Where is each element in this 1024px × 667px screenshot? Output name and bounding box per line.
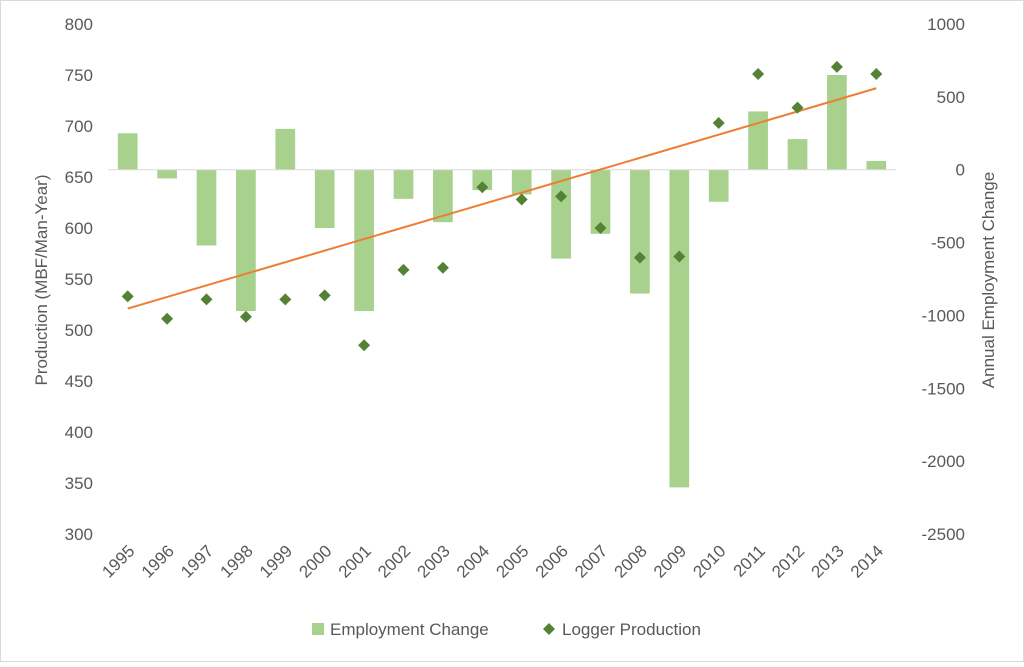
bar-employment-change-2001	[354, 169, 374, 312]
y-axis-right-label: Annual Employment Change	[979, 172, 998, 388]
point-logger-production-2004	[476, 181, 489, 194]
bar-employment-change-1999	[275, 128, 296, 170]
legend-label-employment-change: Employment Change	[330, 620, 489, 639]
bar-employment-change-2005	[511, 169, 532, 195]
point-logger-production-2013	[830, 60, 843, 73]
y-right-tick-label: -1500	[922, 379, 965, 398]
y-left-tick-label: 450	[65, 372, 93, 391]
y-right-tick-label: -1000	[922, 306, 965, 325]
y-left-tick-label: 650	[65, 168, 93, 187]
bar-employment-change-2014	[866, 160, 887, 170]
bar-employment-change-2003	[433, 169, 453, 223]
trendline-logger-production	[127, 87, 877, 310]
point-logger-production-2007	[594, 222, 607, 234]
bar-employment-change-2006	[551, 169, 571, 259]
legend-label-logger-production: Logger Production	[562, 620, 701, 639]
bar-employment-change-2008	[630, 169, 650, 294]
y-left-tick-label: 300	[65, 525, 93, 544]
bar-employment-change-2010	[708, 169, 729, 202]
legend-swatch-employment-change	[312, 623, 324, 635]
y-left-tick-label: 400	[65, 423, 93, 442]
point-logger-production-1996	[161, 312, 174, 325]
y-left-tick-label: 350	[65, 474, 93, 493]
y-left-tick-label: 800	[65, 15, 93, 34]
bar-employment-change-2002	[393, 169, 414, 199]
point-logger-production-1995	[121, 290, 134, 303]
y-left-tick-label: 600	[65, 219, 93, 238]
point-logger-production-2012	[791, 101, 804, 114]
bar-employment-change-1997	[196, 169, 217, 246]
point-logger-production-2010	[712, 116, 725, 129]
y-right-tick-label: -500	[931, 234, 965, 253]
point-logger-production-2001	[358, 339, 371, 352]
y-right-tick-label: -2500	[922, 525, 965, 544]
bar-employment-change-2012	[787, 139, 808, 170]
y-right-tick-label: -2000	[922, 452, 965, 471]
point-logger-production-2003	[436, 261, 449, 274]
point-logger-production-2006	[555, 190, 568, 203]
bar-employment-change-2004	[472, 169, 493, 191]
y-right-tick-label: 0	[956, 161, 965, 180]
point-logger-production-2014	[870, 67, 883, 80]
point-logger-production-1999	[279, 293, 292, 306]
point-logger-production-2011	[752, 67, 765, 80]
y-left-tick-label: 500	[65, 321, 93, 340]
bar-employment-change-1998	[236, 169, 256, 312]
bar-employment-change-2009	[669, 169, 690, 488]
y-right-tick-label: 1000	[927, 15, 965, 34]
point-logger-production-2000	[318, 289, 331, 302]
bar-employment-change-2013	[827, 75, 847, 170]
y-right-tick-label: 500	[937, 88, 965, 107]
point-logger-production-2008	[633, 251, 646, 264]
bar-employment-change-2007	[590, 169, 611, 234]
bar-employment-change-2011	[748, 111, 768, 170]
point-logger-production-1997	[200, 293, 213, 306]
legend-swatch-logger-production	[543, 623, 555, 635]
bar-employment-change-1995	[117, 133, 138, 170]
point-logger-production-1998	[239, 310, 252, 323]
y-left-tick-label: 750	[65, 66, 93, 85]
point-logger-production-2005	[515, 193, 528, 206]
point-logger-production-2002	[397, 263, 410, 276]
bar-employment-change-1996	[157, 169, 177, 179]
y-left-tick-label: 550	[65, 270, 93, 289]
y-axis-left-label: Production (MBF/Man-Year)	[32, 174, 51, 385]
y-left-tick-label: 700	[65, 117, 93, 136]
bar-employment-change-2000	[314, 169, 335, 228]
legend: Employment Change Logger Production	[312, 620, 701, 639]
point-logger-production-2009	[673, 250, 686, 263]
